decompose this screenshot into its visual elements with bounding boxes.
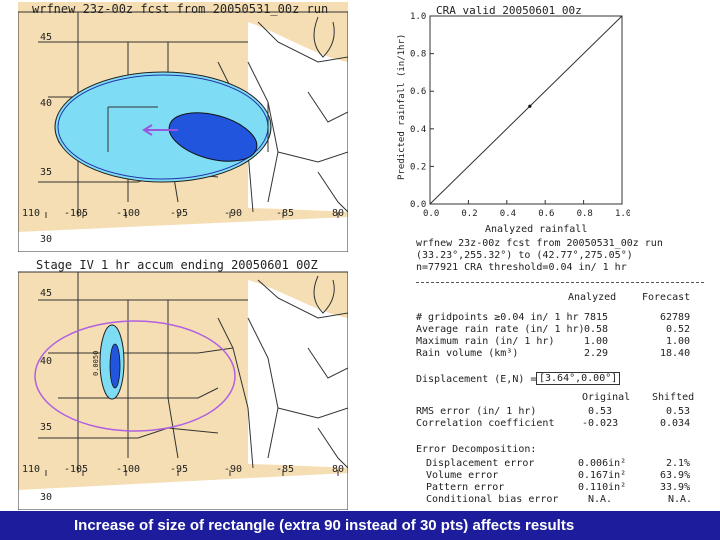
top-map-lat-label: 40 xyxy=(40,98,53,109)
bottom-map-lat-label: 40 xyxy=(40,356,53,367)
bottom-map-lat-label: 30 xyxy=(40,492,53,503)
scatter-point xyxy=(528,104,532,108)
decomp-row-pct: N.A. xyxy=(668,494,693,505)
bottom-map-lat-label: 35 xyxy=(40,422,53,433)
scatter-x-tick-label: 0.4 xyxy=(500,209,516,219)
decomp-row-value: 0.167in² xyxy=(578,470,627,481)
top-map-lon-label: -90 xyxy=(224,208,243,219)
col-forecast-header: Forecast xyxy=(642,292,691,303)
caption-bar: Increase of size of rectangle (extra 90 … xyxy=(0,511,720,540)
stats-row-label: # gridpoints ≥0.04 in/ 1 hr xyxy=(416,312,579,323)
stats-row-label: Average rain rate (in/ 1 hr) xyxy=(416,324,585,335)
top-forecast-map: wrfnew 23z-00z fcst from 20050531_00z ru… xyxy=(18,2,348,252)
decomp-row-pct: 63.9% xyxy=(660,470,691,481)
scatter-graphic: 0.0 0.2 0.4 0.6 0.8 1.0 0.0 0.2 0.4 0.6 0.8 1.0 CRA… xyxy=(397,4,630,234)
scatter-y-tick-label: 0.6 xyxy=(410,87,426,97)
top-map-lon-label: 110 xyxy=(22,208,41,219)
stats-divider xyxy=(416,282,704,283)
bottom-map-lon-label: 80 xyxy=(332,464,345,475)
decomp-row-value: 0.006in² xyxy=(578,458,627,469)
top-map-lon-label: -105 xyxy=(64,208,89,219)
scatter-ylabel: Predicted rainfall (in/1hr) xyxy=(397,34,407,180)
stats-row-analyzed: 7815 xyxy=(584,312,609,323)
scatter-x-tick-label: 0.8 xyxy=(577,209,593,219)
bottom-map-lon-label: -100 xyxy=(116,464,141,475)
scatter-y-tick-label: 0.2 xyxy=(410,162,426,172)
stats-row-forecast: 18.40 xyxy=(660,348,691,359)
bottom-map-lon-label: -85 xyxy=(276,464,295,475)
displacement-arrow-icon xyxy=(142,124,178,136)
scatter-x-tick-label: 0.0 xyxy=(423,209,439,219)
col-original-header: Original xyxy=(582,392,631,403)
scatter-x-tick-label: 0.2 xyxy=(461,209,477,219)
bottom-map-lon-label: 110 xyxy=(22,464,41,475)
stats-row-analyzed: 2.29 xyxy=(584,348,609,359)
bottom-map-title: Stage IV 1 hr accum ending 20050601_00Z xyxy=(36,258,318,272)
bottom-cra-outline-ellipse xyxy=(34,320,236,432)
stats-row-analyzed: 0.58 xyxy=(584,324,609,335)
top-map-lat-label: 35 xyxy=(40,167,53,178)
stats-header-line: (33.23°,255.32°) to (42.77°,275.05°) xyxy=(416,250,633,261)
scatter-x-tick-label: 0.6 xyxy=(538,209,554,219)
decomp-row-value: 0.110in² xyxy=(578,482,627,493)
error-row-label: RMS error (in/ 1 hr) xyxy=(416,406,537,417)
scatter-y-tick-label: 0.8 xyxy=(410,50,426,60)
col-analyzed-header: Analyzed xyxy=(568,292,617,303)
bottom-map-lon-label: -90 xyxy=(224,464,243,475)
bottom-map-lon-label: -105 xyxy=(64,464,89,475)
decomp-row-label: Pattern error xyxy=(426,482,505,493)
bottom-observed-core xyxy=(109,343,121,389)
displacement-label: Displacement (E,N) = xyxy=(416,374,537,385)
bottom-map-graphic xyxy=(18,271,348,510)
stats-row-forecast: 0.52 xyxy=(666,324,691,335)
scatter-y-tick-label: 1.0 xyxy=(410,12,426,22)
bottom-analysis-map: Stage IV 1 hr accum ending 20050601_00Z … xyxy=(18,258,348,510)
stats-header-line: n=77921 CRA threshold=0.04 in/ 1 hr xyxy=(416,262,627,273)
bottom-map-lat-label: 45 xyxy=(40,288,53,299)
bottom-map-lon-label: -95 xyxy=(170,464,189,475)
top-map-lon-label: -95 xyxy=(170,208,189,219)
error-row-original: -0.023 xyxy=(582,418,619,429)
error-row-label: Correlation coefficient xyxy=(416,418,555,429)
stats-row-label: Rain volume (km³) xyxy=(416,348,519,359)
decomp-row-label: Displacement error xyxy=(426,458,535,469)
scatter-y-tick-label: 0.0 xyxy=(410,200,426,210)
top-map-lat-label: 45 xyxy=(40,32,53,43)
decomposition-title: Error Decomposition: xyxy=(416,444,537,455)
top-forecast-rain-area xyxy=(168,112,258,162)
scatter-xlabel: Analyzed rainfall xyxy=(485,224,587,234)
top-map-lon-label: -85 xyxy=(276,208,295,219)
decomp-row-label: Conditional bias error xyxy=(426,494,559,505)
top-map-title: wrfnew 23z-00z fcst from 20050531_00z ru… xyxy=(32,2,329,16)
bottom-map-borders xyxy=(38,272,348,473)
scatter-title: CRA valid 20050601_00z xyxy=(436,4,582,17)
error-row-original: 0.53 xyxy=(588,406,613,417)
top-map-lon-label: -100 xyxy=(116,208,141,219)
stats-row-forecast: 62789 xyxy=(660,312,691,323)
error-row-shifted: 0.034 xyxy=(660,418,691,429)
decomp-row-pct: 2.1% xyxy=(666,458,691,469)
col-shifted-header: Shifted xyxy=(652,392,695,403)
stats-header-line: wrfnew 23z-00z fcst from 20050531_00z ru… xyxy=(416,238,663,249)
cra-scatter-plot: 0.0 0.2 0.4 0.6 0.8 1.0 0.0 0.2 0.4 0.6 0.8 1.0 CRA… xyxy=(390,2,630,234)
top-map-graphic xyxy=(18,2,348,252)
caption-text: Increase of size of rectangle (extra 90 … xyxy=(74,517,575,534)
decomp-row-value: N.A. xyxy=(588,494,613,505)
stats-row-analyzed: 1.00 xyxy=(584,336,609,347)
top-map-lon-label: 80 xyxy=(332,208,345,219)
scatter-reference-line xyxy=(429,15,623,205)
scatter-x-tick-label: 1.0 xyxy=(615,209,630,219)
decomp-row-pct: 33.9% xyxy=(660,482,691,493)
error-row-shifted: 0.53 xyxy=(666,406,691,417)
decomp-row-label: Volume error xyxy=(426,470,499,481)
bottom-blob-label: 0.0050 xyxy=(92,350,100,376)
stats-row-label: Maximum rain (in/ 1 hr) xyxy=(416,336,555,347)
stats-row-forecast: 1.00 xyxy=(666,336,691,347)
displacement-value: [3.64°,0.00°] xyxy=(536,372,621,385)
scatter-y-tick-label: 0.4 xyxy=(410,125,426,135)
bottom-map-domain-shading xyxy=(18,272,348,473)
top-map-lat-label: 30 xyxy=(40,234,53,245)
